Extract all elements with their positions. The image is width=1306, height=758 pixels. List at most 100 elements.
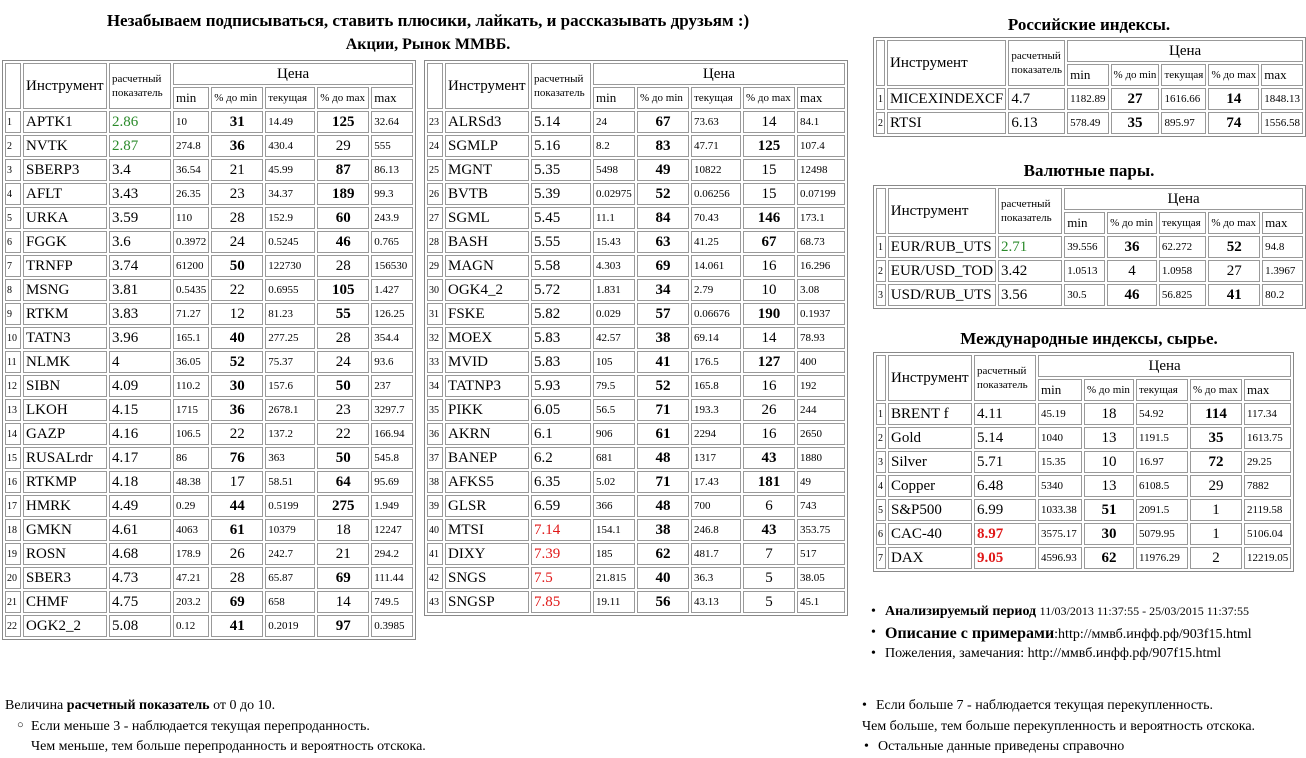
min: 110 bbox=[173, 207, 210, 229]
current: 43.13 bbox=[691, 591, 741, 613]
current: 0.06256 bbox=[691, 183, 741, 205]
instrument: PIKK bbox=[445, 399, 529, 421]
current: 73.63 bbox=[691, 111, 741, 133]
header-price: Цена bbox=[593, 63, 845, 85]
score-suffix: от 0 до 10. bbox=[213, 698, 276, 713]
header-line1: Незабываем подписываться, ставить плюсик… bbox=[106, 11, 750, 30]
instrument: OGK4_2 bbox=[445, 279, 529, 301]
score: 4.73 bbox=[109, 567, 171, 589]
min: 185 bbox=[593, 543, 635, 565]
instrument: MOEX bbox=[445, 327, 529, 349]
max: 2650 bbox=[797, 423, 845, 445]
pct-to-max: 181 bbox=[743, 471, 795, 493]
data-row: 10 TATN3 3.96 165.1 40 277.25 28 354.4 bbox=[5, 327, 414, 349]
pct-to-max: 190 bbox=[743, 303, 795, 325]
pct-to-min: 30 bbox=[211, 375, 264, 397]
pct-to-max: 16 bbox=[743, 255, 795, 277]
current: 34.37 bbox=[265, 183, 316, 205]
row-number: 7 bbox=[5, 255, 21, 277]
max: 3297.7 bbox=[371, 399, 414, 421]
pct-to-max: 125 bbox=[743, 135, 795, 157]
data-row: 34 TATNP3 5.93 79.5 52 165.8 16 192 bbox=[427, 375, 845, 397]
pct-to-max: 16 bbox=[743, 375, 795, 397]
min: 5340 bbox=[1038, 475, 1082, 497]
max: 353.75 bbox=[797, 519, 845, 541]
min: 42.57 bbox=[593, 327, 635, 349]
min: 106.5 bbox=[173, 423, 210, 445]
min: 4596.93 bbox=[1038, 547, 1082, 569]
current: 14.061 bbox=[691, 255, 741, 277]
header-instrument: Инструмент bbox=[888, 355, 972, 401]
pct-to-min: 57 bbox=[637, 303, 689, 325]
instrument: AFKS5 bbox=[445, 471, 529, 493]
feedback-note: Пожеления, замечания: http://ммвб.инфф.р… bbox=[871, 646, 1221, 662]
pct-to-min: 52 bbox=[637, 375, 689, 397]
header-max: max bbox=[1261, 64, 1303, 86]
current: 2091.5 bbox=[1136, 499, 1188, 521]
max: 38.05 bbox=[797, 567, 845, 589]
score: 6.48 bbox=[974, 475, 1036, 497]
current: 0.5245 bbox=[265, 231, 316, 253]
min: 0.029 bbox=[593, 303, 635, 325]
pct-to-max: 26 bbox=[743, 399, 795, 421]
data-row: 26 BVTB 5.39 0.02975 52 0.06256 15 0.07199 bbox=[427, 183, 845, 205]
row-number: 11 bbox=[5, 351, 21, 373]
score: 5.72 bbox=[531, 279, 591, 301]
max: 117.34 bbox=[1244, 403, 1292, 425]
data-row: 20 SBER3 4.73 47.21 28 65.87 69 111.44 bbox=[5, 567, 414, 589]
instrument: BASH bbox=[445, 231, 529, 253]
pct-to-min: 50 bbox=[211, 255, 264, 277]
header-pct-max: % до max bbox=[1190, 379, 1242, 401]
pct-to-max: 2 bbox=[1190, 547, 1242, 569]
data-row: 1 MICEXINDEXCF 4.7 1182.89 27 1616.66 14 1848.1… bbox=[876, 88, 1303, 110]
header-min: min bbox=[173, 87, 210, 109]
pct-to-max: 6 bbox=[743, 495, 795, 517]
current: 122730 bbox=[265, 255, 316, 277]
score: 5.83 bbox=[531, 327, 591, 349]
instrument: BANEP bbox=[445, 447, 529, 469]
score: 3.83 bbox=[109, 303, 171, 325]
header-score: расчетный показатель bbox=[1008, 40, 1066, 86]
low-detail: Чем меньше, тем больше перепроданность и… bbox=[31, 739, 426, 754]
instrument: DAX bbox=[888, 547, 972, 569]
pct-to-min: 52 bbox=[211, 351, 264, 373]
pct-to-max: 275 bbox=[317, 495, 370, 517]
max: 86.13 bbox=[371, 159, 414, 181]
row-number: 22 bbox=[5, 615, 21, 637]
current: 137.2 bbox=[265, 423, 316, 445]
max: 29.25 bbox=[1244, 451, 1292, 473]
pct-to-max: 18 bbox=[317, 519, 370, 541]
row-number: 37 bbox=[427, 447, 443, 469]
data-row: 31 FSKE 5.82 0.029 57 0.06676 190 0.1937 bbox=[427, 303, 845, 325]
data-row: 6 CAC-40 8.97 3575.17 30 5079.95 1 5106.04 bbox=[876, 523, 1292, 545]
pct-to-min: 44 bbox=[211, 495, 264, 517]
data-row: 36 AKRN 6.1 906 61 2294 16 2650 bbox=[427, 423, 845, 445]
pct-to-max: 23 bbox=[317, 399, 370, 421]
header-max: max bbox=[797, 87, 845, 109]
max: 5106.04 bbox=[1244, 523, 1292, 545]
max: 743 bbox=[797, 495, 845, 517]
current: 58.51 bbox=[265, 471, 316, 493]
header-current: текущая bbox=[1136, 379, 1188, 401]
row-number: 4 bbox=[876, 475, 886, 497]
instrument: OGK2_2 bbox=[23, 615, 107, 637]
row-number: 20 bbox=[5, 567, 21, 589]
row-number: 5 bbox=[876, 499, 886, 521]
max: 749.5 bbox=[371, 591, 414, 613]
data-row: 24 SGMLP 5.16 8.2 83 47.71 125 107.4 bbox=[427, 135, 845, 157]
header-score: расчетный показатель bbox=[109, 63, 171, 109]
pct-to-max: 29 bbox=[1190, 475, 1242, 497]
row-number: 1 bbox=[876, 88, 886, 110]
row-number: 41 bbox=[427, 543, 443, 565]
data-row: 5 URKA 3.59 110 28 152.9 60 243.9 bbox=[5, 207, 414, 229]
score: 4.09 bbox=[109, 375, 171, 397]
header-cell bbox=[876, 188, 886, 234]
min: 5.02 bbox=[593, 471, 635, 493]
header-pct-min: % до min bbox=[637, 87, 689, 109]
min: 71.27 bbox=[173, 303, 210, 325]
header-min: min bbox=[1067, 64, 1109, 86]
max: 1556.58 bbox=[1261, 112, 1303, 134]
row-number: 1 bbox=[876, 403, 886, 425]
current: 75.37 bbox=[265, 351, 316, 373]
desc-label: Описание с примерами bbox=[885, 625, 1055, 642]
